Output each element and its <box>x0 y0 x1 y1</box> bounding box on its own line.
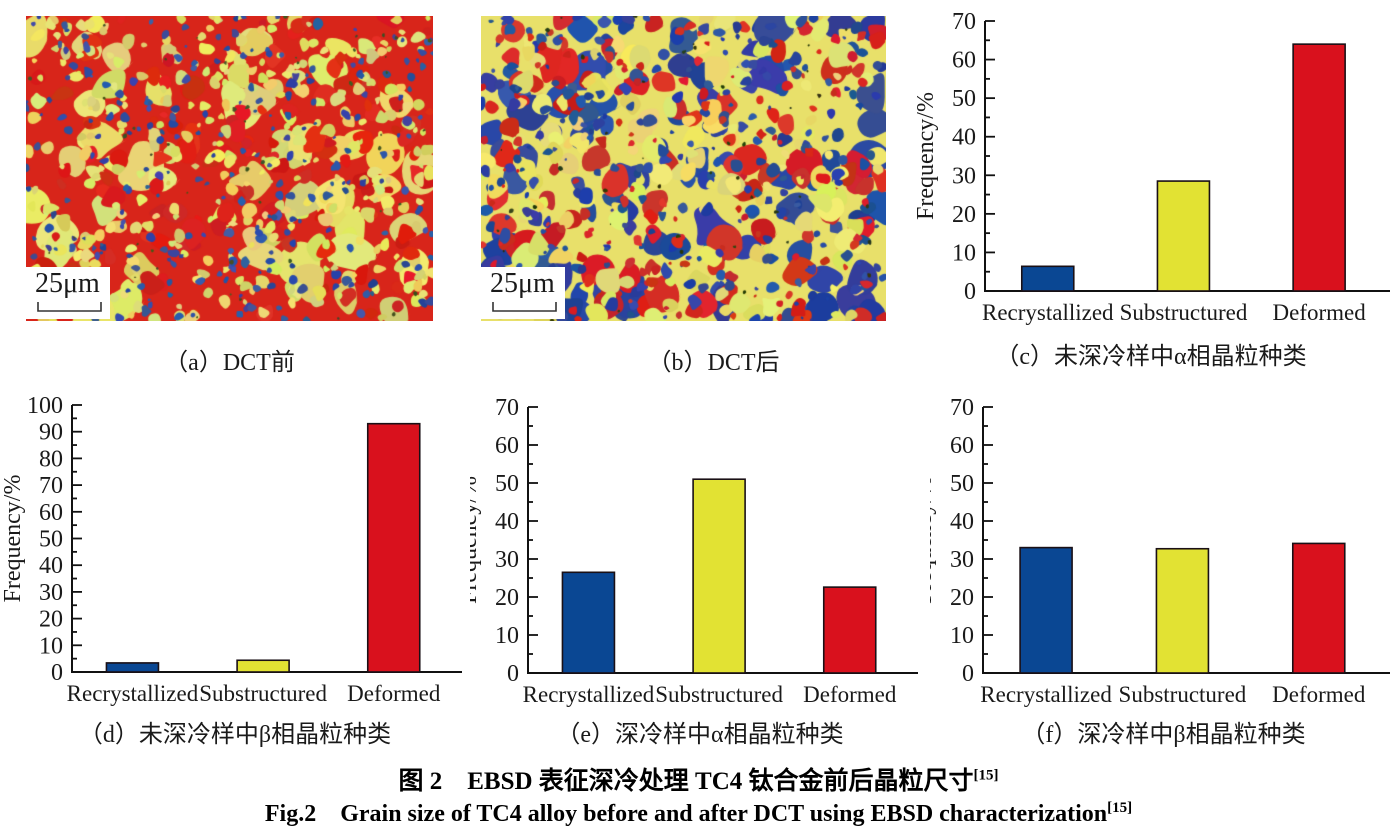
svg-text:0: 0 <box>51 660 63 686</box>
svg-text:40: 40 <box>39 553 63 579</box>
svg-text:70: 70 <box>950 395 974 421</box>
panel-caption-c: （c）未深冷样中α相晶粒种类 <box>995 344 1307 370</box>
svg-text:70: 70 <box>952 9 976 35</box>
svg-text:Deformed: Deformed <box>347 681 441 706</box>
panel-caption-b: （b）DCT后 <box>647 350 780 376</box>
svg-text:20: 20 <box>952 202 976 228</box>
svg-text:30: 30 <box>950 547 974 573</box>
svg-text:10: 10 <box>495 623 519 649</box>
svg-text:Recrystallized: Recrystallized <box>980 682 1112 707</box>
svg-text:50: 50 <box>950 471 974 497</box>
bar-chart-alpha-phase-untreated: 0 10 20 30 40 50 60 70 Frequency/% Recrystallized… <box>913 9 1390 325</box>
bar-chart-beta-phase-dct: 0 10 20 30 40 50 60 70 Frequency/% Recrystallized… <box>930 395 1390 707</box>
svg-text:90: 90 <box>39 420 63 446</box>
scale-bar-label: 25μm <box>35 268 100 299</box>
svg-text:Frequency/%: Frequency/% <box>0 475 26 603</box>
svg-text:10: 10 <box>952 240 976 266</box>
svg-text:0: 0 <box>964 279 976 305</box>
figure-caption-en: Fig.2 Grain size of TC4 alloy before and… <box>0 793 1397 828</box>
svg-text:40: 40 <box>495 509 519 535</box>
svg-text:30: 30 <box>495 547 519 573</box>
svg-text:Frequency/%: Frequency/% <box>470 476 482 604</box>
bar-chart-alpha-phase-dct: 0 10 20 30 40 50 60 70 Frequency/% Recrystallized… <box>470 395 918 707</box>
svg-text:60: 60 <box>495 433 519 459</box>
svg-text:Substructured: Substructured <box>1119 682 1247 707</box>
svg-text:0: 0 <box>962 661 974 687</box>
citation-ref: [15] <box>1107 800 1133 816</box>
svg-text:Frequency/%: Frequency/% <box>930 476 937 604</box>
svg-text:30: 30 <box>952 163 976 189</box>
svg-text:30: 30 <box>39 580 63 606</box>
svg-text:60: 60 <box>952 48 976 74</box>
scale-bar-label: 25μm <box>490 268 555 299</box>
scale-bar-bracket-icon <box>37 302 102 312</box>
ebsd-micrograph-after-dct: 25μm <box>481 16 886 321</box>
svg-text:Frequency/%: Frequency/% <box>913 92 939 220</box>
svg-text:Substructured: Substructured <box>199 681 327 706</box>
panel-caption-f: （f）深冷样中β相晶粒种类 <box>1021 722 1306 748</box>
svg-text:Deformed: Deformed <box>803 682 897 707</box>
ebsd-micrograph-before-dct: 25μm <box>26 16 433 321</box>
scale-bar-b: 25μm <box>481 267 565 319</box>
svg-text:50: 50 <box>952 86 976 112</box>
panel-caption-d: （d）未深冷样中β相晶粒种类 <box>78 722 392 748</box>
figure-caption-zh: 图 2 EBSD 表征深冷处理 TC4 钛合金前后晶粒尺寸[15] <box>0 761 1397 797</box>
svg-text:Deformed: Deformed <box>1272 682 1366 707</box>
svg-text:60: 60 <box>39 500 63 526</box>
svg-text:50: 50 <box>495 471 519 497</box>
svg-text:Recrystallized: Recrystallized <box>67 681 199 706</box>
svg-text:40: 40 <box>950 509 974 535</box>
svg-text:20: 20 <box>950 585 974 611</box>
figure-caption-en-text: Fig.2 Grain size of TC4 alloy before and… <box>264 801 1108 827</box>
svg-text:100: 100 <box>27 393 63 419</box>
scale-bar-bracket-icon <box>492 302 557 312</box>
svg-text:0: 0 <box>507 661 519 687</box>
panel-caption-e: （e）深冷样中α相晶粒种类 <box>556 722 844 748</box>
svg-text:20: 20 <box>495 585 519 611</box>
svg-text:Recrystallized: Recrystallized <box>982 300 1114 325</box>
svg-text:80: 80 <box>39 446 63 472</box>
svg-text:70: 70 <box>495 395 519 421</box>
scale-bar-a: 25μm <box>26 267 110 319</box>
svg-text:60: 60 <box>950 433 974 459</box>
svg-text:Substructured: Substructured <box>1120 300 1248 325</box>
svg-text:40: 40 <box>952 125 976 151</box>
svg-text:70: 70 <box>39 473 63 499</box>
svg-text:Substructured: Substructured <box>655 682 783 707</box>
svg-text:10: 10 <box>39 633 63 659</box>
figure-caption-zh-text: 图 2 EBSD 表征深冷处理 TC4 钛合金前后晶粒尺寸 <box>398 768 974 795</box>
svg-text:20: 20 <box>39 607 63 633</box>
svg-text:Deformed: Deformed <box>1273 300 1367 325</box>
citation-ref: [15] <box>973 767 999 784</box>
svg-text:Recrystallized: Recrystallized <box>523 682 655 707</box>
svg-text:10: 10 <box>950 623 974 649</box>
svg-text:50: 50 <box>39 527 63 553</box>
panel-caption-a: （a）DCT前 <box>164 350 295 376</box>
